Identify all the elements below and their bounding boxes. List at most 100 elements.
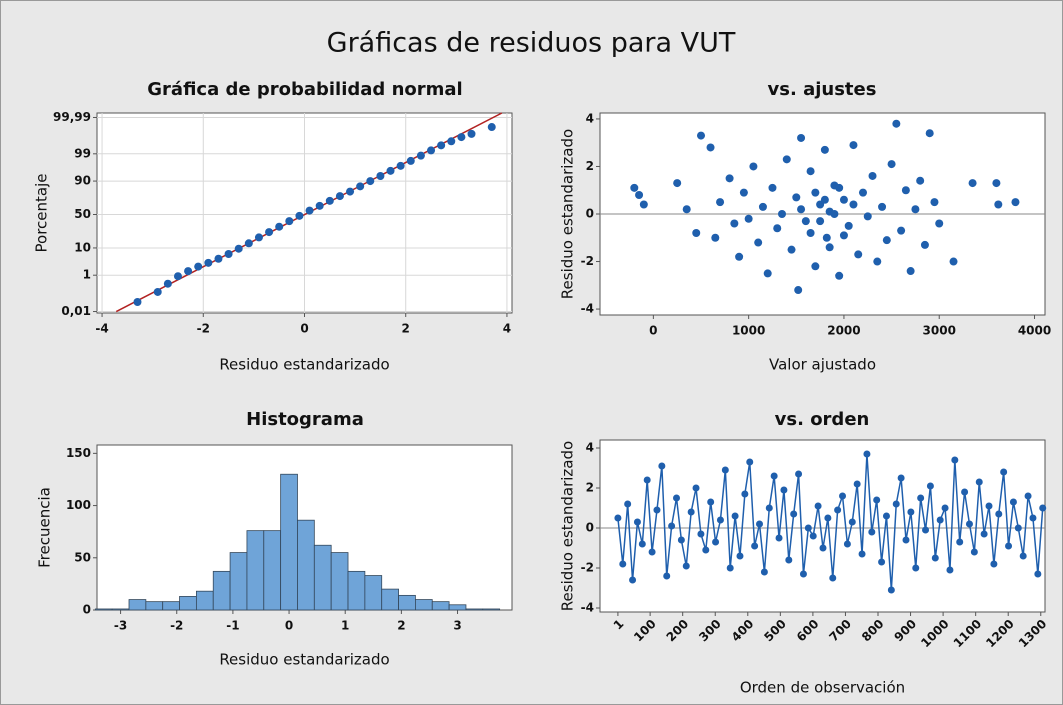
x-tick-label: 2000 [827,324,860,338]
point [741,490,749,498]
point [133,297,142,306]
point [917,494,925,502]
point [735,252,744,261]
x-tick-label: 4 [503,322,511,336]
y-tick-label: 4 [586,441,594,455]
point [1029,514,1037,522]
point [406,156,415,165]
x-axis-label: Residuo estandarizado [219,356,389,374]
point [907,508,915,516]
point [619,560,627,568]
point [765,504,773,512]
bar [128,599,147,611]
bar [263,530,282,611]
point [936,516,944,524]
point [780,486,788,494]
point [830,210,839,218]
point [768,183,777,192]
y-axis-label: Residuo estandarizado [559,441,577,611]
point [730,219,739,228]
point [882,236,891,245]
panel-title: vs. orden [775,409,870,430]
series-line [617,453,1044,591]
point [868,528,876,536]
x-axis-label: Residuo estandarizado [219,651,389,669]
point [820,145,829,154]
point [911,205,920,214]
point [1011,198,1020,207]
point [835,271,844,280]
point [873,496,881,504]
point [863,450,871,458]
point [787,245,796,254]
bar [465,608,484,611]
bar [94,608,113,611]
point [305,206,314,215]
point [878,202,887,211]
y-tick-label: 2 [586,481,594,495]
point [746,458,754,466]
point [758,202,767,211]
point [744,214,753,223]
point [672,494,680,502]
point [980,530,988,538]
point [721,466,729,474]
point [809,532,817,540]
point [716,198,725,207]
point [1014,524,1022,532]
point [819,544,827,552]
y-axis-label: Porcentaje [33,174,51,253]
point [799,570,807,578]
point [887,586,895,594]
point [806,167,815,176]
point [629,576,637,584]
bar [347,570,366,611]
point [663,572,671,580]
x-tick-label: -2 [197,322,210,336]
x-tick-label: 3 [453,619,461,633]
x-tick-label: 2 [402,322,410,336]
point [922,526,930,534]
point [711,233,720,242]
point [756,520,764,528]
point [985,502,993,510]
point [707,498,715,506]
point [839,492,847,500]
y-tick-label: -2 [581,254,594,268]
point [687,508,695,516]
y-tick-label: 0 [586,521,594,535]
point [968,179,977,188]
point [457,133,466,142]
point [878,558,886,566]
point [244,239,253,248]
y-tick-label: -4 [581,601,594,615]
point [835,183,844,192]
point [970,548,978,556]
bar [111,608,130,611]
point [234,244,243,253]
point [778,210,787,218]
point [1009,498,1017,506]
point [416,151,425,160]
point [315,201,324,210]
point [335,192,344,201]
point [386,166,395,175]
point [437,141,446,150]
point [697,131,706,140]
x-tick-label: 1000 [732,324,765,338]
point [1019,552,1027,560]
point [214,254,223,263]
point [673,179,682,188]
point [173,272,182,281]
point [224,250,233,259]
point [639,200,648,209]
point [648,548,656,556]
point [839,195,848,204]
point [712,538,720,546]
bar [145,601,164,611]
point [941,504,949,512]
point [951,456,959,464]
point [930,198,939,207]
point [804,524,812,532]
point [887,160,896,169]
